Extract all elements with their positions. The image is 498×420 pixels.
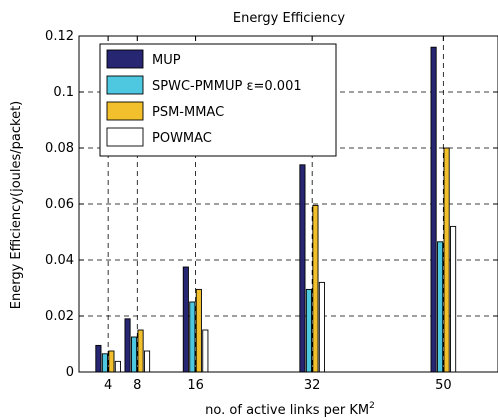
legend-swatch [106, 127, 144, 147]
bar [195, 288, 202, 373]
bar [443, 147, 450, 373]
bar [189, 301, 196, 373]
bar [202, 329, 209, 373]
legend-swatch [106, 101, 144, 121]
x-tick-label: 16 [187, 378, 204, 393]
legend-label: PSM-MMAC [152, 105, 224, 120]
chart-title: Energy Efficiency [233, 11, 346, 26]
bar [124, 318, 131, 373]
x-tick-label: 32 [304, 378, 321, 393]
legend-label: POWMAC [152, 131, 212, 146]
y-axis-label: Energy Efficiency(joules/packet) [9, 101, 24, 310]
bar [101, 353, 108, 373]
y-tick-label: 0 [66, 365, 74, 380]
axis-ticks: 0 0.02 0.04 0.06 0.08 0.1 0.12 4 8 16 32 50 [45, 29, 498, 393]
legend: MUP SPWC-PMMUP ε=0.001 PSM-MMAC POWMAC [99, 43, 337, 157]
bar [299, 164, 306, 373]
x-tick-label: 4 [104, 378, 112, 393]
y-tick-label: 0.12 [45, 29, 74, 44]
legend-swatch [106, 75, 144, 95]
y-tick-label: 0.04 [45, 253, 74, 268]
y-tick-label: 0.02 [45, 309, 74, 324]
legend-label: SPWC-PMMUP ε=0.001 [152, 79, 302, 94]
bar [312, 204, 319, 373]
y-tick-label: 0.06 [45, 197, 74, 212]
x-tick-label: 8 [133, 378, 141, 393]
bar [143, 350, 151, 373]
bars [95, 46, 457, 373]
bar [114, 360, 121, 373]
bar [182, 266, 189, 373]
y-tick-label: 0.1 [53, 85, 74, 100]
bar [130, 336, 138, 373]
bar [450, 225, 457, 373]
x-axis-label: no. of active links per KM2 [205, 401, 375, 418]
bar [430, 46, 437, 373]
bar [95, 344, 102, 373]
legend-swatch [106, 49, 144, 69]
y-tick-label: 0.08 [45, 141, 74, 156]
legend-label: MUP [152, 53, 181, 68]
bar [108, 350, 115, 373]
bar [137, 329, 144, 373]
bar [437, 241, 444, 373]
bar [305, 288, 312, 373]
x-tick-label: 50 [435, 378, 452, 393]
bar [318, 281, 325, 373]
